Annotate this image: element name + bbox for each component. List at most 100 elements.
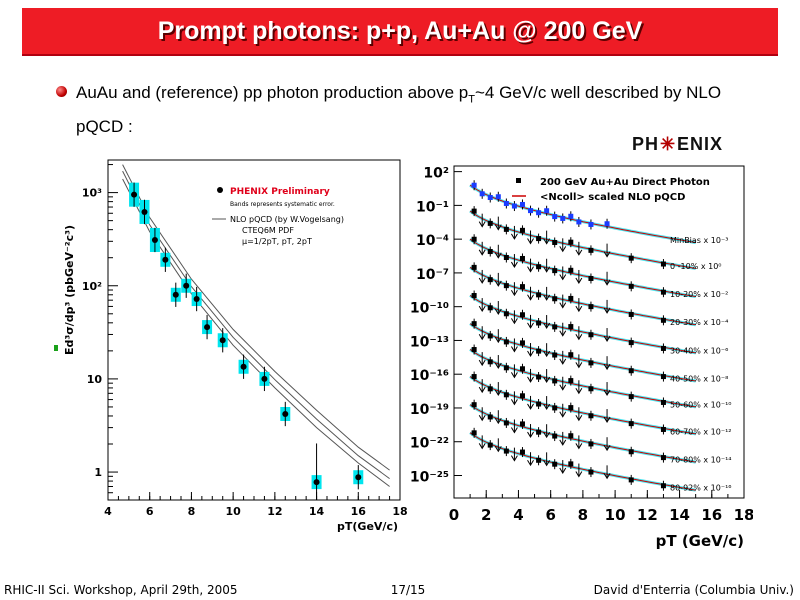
- y-tick-label: 10: [87, 373, 103, 386]
- data-point: [519, 340, 525, 346]
- series-scale-label: 50-60% x 10⁻¹⁰: [670, 400, 731, 409]
- data-point: [536, 348, 542, 354]
- data-point: [552, 268, 558, 274]
- data-point: [471, 430, 477, 436]
- data-point: [568, 405, 574, 411]
- x-tick-label: 8: [188, 505, 196, 518]
- data-point: [536, 429, 542, 435]
- data-point: [471, 374, 477, 380]
- data-point: [536, 210, 542, 216]
- data-point: [560, 215, 566, 221]
- data-point: [487, 220, 493, 226]
- data-point: [660, 317, 666, 323]
- data-point: [660, 426, 666, 432]
- auau-photon-chart: 0 2 4 6 8 10 12 14 16 18 10² 10⁻¹ 10⁻⁴ 10⁻⁷ 10⁻¹⁰ 10⁻¹³…: [410, 165, 753, 550]
- x-tick-label: 18: [734, 506, 753, 524]
- data-point: [204, 324, 211, 331]
- series-scale-label: 0 -10% x 10⁰: [670, 262, 722, 271]
- upper-limit-arrow: [478, 414, 486, 422]
- upper-limit-arrow: [559, 439, 567, 446]
- upper-limit-arrow: [527, 376, 534, 383]
- data-point: [536, 374, 542, 380]
- bullet-text: AuAu and (reference) pp photon productio…: [76, 79, 756, 140]
- data-point: [503, 365, 509, 371]
- data-point: [487, 277, 493, 283]
- upper-limit-arrow: [494, 224, 502, 231]
- data-point: [660, 374, 666, 380]
- data-point: [487, 386, 493, 392]
- upper-limit-arrow: [478, 386, 486, 394]
- upper-limit-arrow: [478, 359, 486, 367]
- x-tick-label: 4: [513, 506, 523, 524]
- data-point: [487, 333, 493, 339]
- y-tick-label: 1: [94, 466, 102, 479]
- upper-limit-arrow: [478, 277, 486, 284]
- data-point: [552, 352, 558, 358]
- upper-limit-arrow: [543, 294, 551, 301]
- bullet-text-pre: AuAu and (reference) pp photon productio…: [76, 83, 469, 102]
- x-tick-label: 2: [481, 506, 491, 524]
- upper-limit-arrow: [543, 266, 551, 273]
- data-point: [628, 283, 634, 289]
- data-point: [588, 469, 594, 475]
- upper-limit-arrow: [527, 431, 534, 439]
- data-point: [552, 214, 558, 220]
- data-point: [660, 345, 666, 351]
- upper-limit-arrow: [575, 333, 583, 341]
- data-point: [588, 441, 594, 447]
- data-point: [588, 332, 594, 338]
- footer-page-number: 17/15: [390, 583, 426, 597]
- data-point: [552, 239, 558, 245]
- data-point: [660, 289, 666, 295]
- legend-label: μ=1/2pT, pT, 2pT: [242, 237, 312, 246]
- upper-limit-arrow: [559, 302, 567, 309]
- upper-limit-arrow: [603, 389, 611, 397]
- y-tick-label: 10⁻⁷: [416, 267, 449, 283]
- y-tick-label: 10⁻¹³: [410, 334, 449, 350]
- data-point: [471, 347, 477, 353]
- upper-limit-arrow: [559, 358, 567, 365]
- data-point: [511, 203, 517, 209]
- data-point: [487, 442, 493, 448]
- data-point: [141, 208, 148, 215]
- legend-label: NLO pQCD (by W.Vogelsang): [230, 215, 344, 224]
- upper-limit-arrow: [575, 277, 583, 284]
- data-point: [536, 292, 542, 298]
- x-tick-label: 6: [545, 506, 555, 524]
- upper-limit-arrow: [510, 455, 518, 462]
- data-point: [576, 219, 582, 225]
- data-point: [628, 368, 634, 374]
- data-point: [471, 293, 477, 299]
- upper-limit-arrow: [494, 336, 502, 344]
- upper-limit-arrow: [510, 233, 518, 240]
- plot-frame: [107, 159, 401, 501]
- logo-star-icon: ✳: [659, 134, 677, 154]
- upper-limit-arrow: [603, 307, 611, 314]
- upper-limit-arrow: [510, 261, 518, 269]
- data-point: [487, 249, 493, 255]
- upper-limit-arrow: [575, 415, 583, 422]
- upper-limit-arrow: [510, 289, 518, 297]
- data-point: [536, 457, 542, 463]
- data-point: [471, 208, 477, 214]
- data-point: [628, 340, 634, 346]
- upper-limit-arrow: [478, 221, 486, 228]
- y-tick-label: 10⁻¹⁰: [410, 301, 449, 317]
- bullet-text-post: ~4 GeV/c well described by NLO pQCD :: [76, 83, 722, 137]
- y-tick-label: 10⁻²⁵: [410, 469, 449, 485]
- data-point: [628, 477, 634, 483]
- data-point: [503, 448, 509, 454]
- x-tick-label: 14: [309, 505, 325, 518]
- data-point: [568, 433, 574, 439]
- upper-limit-arrow: [575, 443, 583, 450]
- data-point: [172, 291, 179, 298]
- data-point: [588, 304, 594, 310]
- title-bar: Prompt photons: p+p, Au+Au @ 200 GeV: [22, 8, 778, 56]
- data-point: [519, 201, 525, 207]
- x-tick-label: 16: [701, 506, 722, 524]
- data-point: [544, 208, 550, 214]
- y-tick-label: 10³: [82, 187, 102, 200]
- data-point: [503, 311, 509, 317]
- x-axis-label: pT(GeV/c): [337, 520, 398, 533]
- data-point: [519, 227, 525, 233]
